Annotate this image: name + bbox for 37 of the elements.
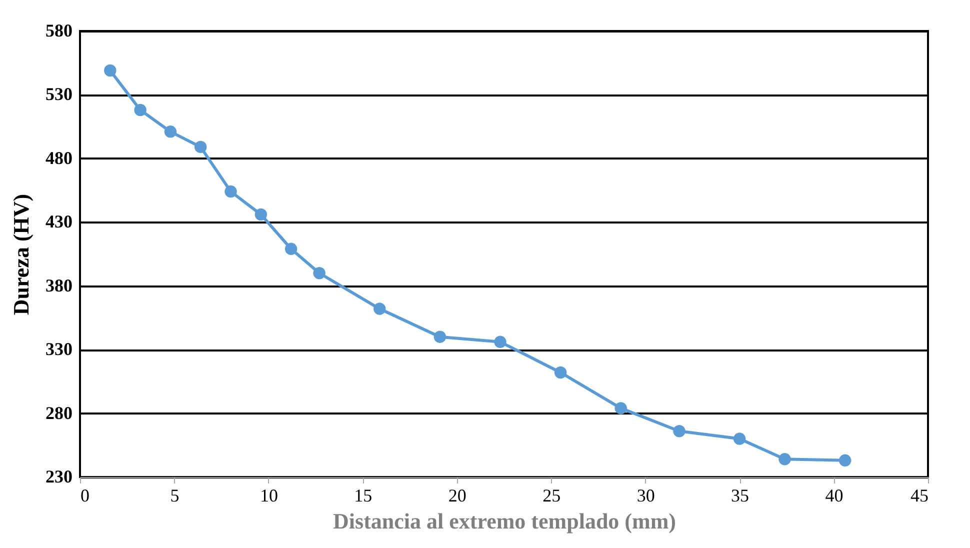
y-tick-label: 280 bbox=[46, 402, 72, 423]
point bbox=[374, 302, 386, 315]
y-tick-label: 580 bbox=[46, 20, 72, 40]
x-tick-label: 20 bbox=[448, 486, 466, 506]
x-tick-label: 25 bbox=[542, 486, 561, 506]
point bbox=[554, 366, 567, 379]
x-tick-label: 0 bbox=[80, 486, 90, 506]
point bbox=[224, 185, 237, 198]
point bbox=[494, 336, 506, 348]
x-tick-label: 35 bbox=[731, 486, 750, 506]
point bbox=[254, 208, 268, 221]
y-tick-label: 480 bbox=[46, 148, 72, 168]
point bbox=[134, 104, 146, 116]
point bbox=[434, 330, 446, 343]
y-tick-label: 380 bbox=[46, 275, 72, 296]
point bbox=[164, 126, 177, 138]
x-tick-label: 30 bbox=[636, 486, 655, 506]
y-axis-title: Dureza (HV) bbox=[8, 194, 34, 316]
point bbox=[194, 140, 207, 154]
point bbox=[104, 64, 116, 77]
x-tick-label: 45 bbox=[910, 486, 928, 506]
point bbox=[733, 432, 746, 445]
point bbox=[673, 425, 686, 438]
point bbox=[778, 453, 791, 466]
y-tick-label: 530 bbox=[46, 84, 72, 104]
y-tick-label: 430 bbox=[46, 212, 72, 232]
point bbox=[838, 454, 852, 467]
x-tick-label: 5 bbox=[170, 486, 180, 506]
point bbox=[313, 267, 326, 280]
point bbox=[614, 402, 627, 414]
point bbox=[284, 242, 298, 256]
y-tick-label: 230 bbox=[46, 466, 72, 486]
y-tick-label: 330 bbox=[46, 339, 72, 360]
x-tick-label: 40 bbox=[825, 486, 844, 506]
x-tick-label: 15 bbox=[354, 486, 372, 506]
x-axis-title: Distancia al extremo templado (mm) bbox=[333, 508, 676, 534]
x-tick-label: 10 bbox=[260, 486, 278, 506]
